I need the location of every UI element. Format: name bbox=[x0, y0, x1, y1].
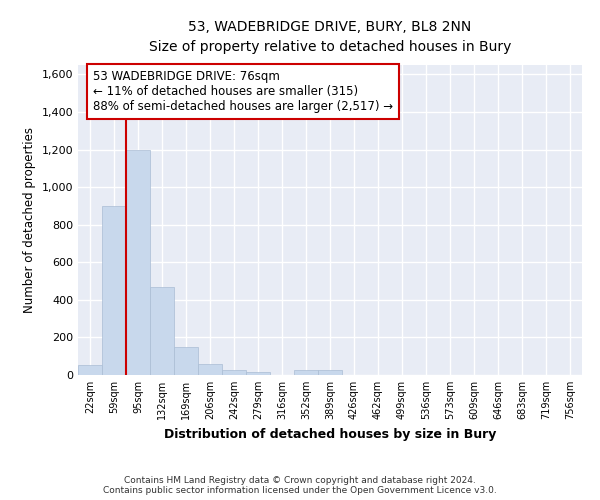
Bar bbox=[150, 286, 174, 375]
Bar bbox=[318, 370, 342, 375]
Bar bbox=[174, 347, 198, 375]
Y-axis label: Number of detached properties: Number of detached properties bbox=[23, 127, 36, 313]
Bar bbox=[198, 364, 222, 375]
Bar bbox=[246, 372, 270, 375]
Text: Contains HM Land Registry data © Crown copyright and database right 2024.
Contai: Contains HM Land Registry data © Crown c… bbox=[103, 476, 497, 495]
Bar bbox=[78, 364, 102, 375]
Bar bbox=[102, 206, 126, 375]
Text: 53 WADEBRIDGE DRIVE: 76sqm
← 11% of detached houses are smaller (315)
88% of sem: 53 WADEBRIDGE DRIVE: 76sqm ← 11% of deta… bbox=[93, 70, 393, 112]
Bar bbox=[126, 150, 150, 375]
Bar bbox=[222, 370, 246, 375]
Bar bbox=[294, 370, 318, 375]
Title: 53, WADEBRIDGE DRIVE, BURY, BL8 2NN
Size of property relative to detached houses: 53, WADEBRIDGE DRIVE, BURY, BL8 2NN Size… bbox=[149, 20, 511, 54]
X-axis label: Distribution of detached houses by size in Bury: Distribution of detached houses by size … bbox=[164, 428, 496, 440]
